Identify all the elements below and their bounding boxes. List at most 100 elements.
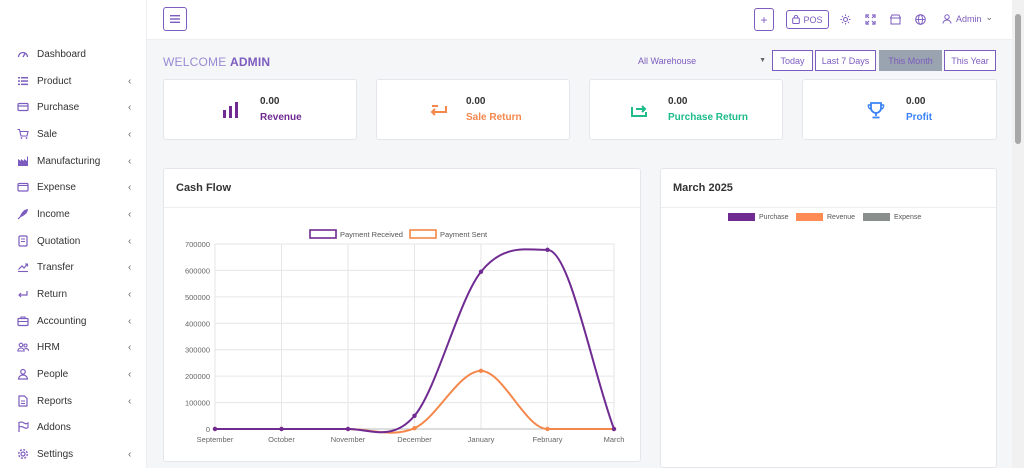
cash-flow-card: Cash Flow 0 100000 200000 300000 400000 50000… <box>163 168 641 462</box>
monthly-summary-card: March 2025 Purchase Revenue Expense <box>660 168 997 468</box>
welcome-prefix: WELCOME <box>163 55 227 69</box>
pos-button[interactable]: POS <box>786 10 829 29</box>
chevron-left-icon: ‹ <box>128 75 132 87</box>
card-icon <box>17 101 29 113</box>
sidebar-item-expense[interactable]: Expense ‹ <box>0 174 147 200</box>
sidebar-item-product[interactable]: Product ‹ <box>0 68 147 94</box>
pos-label: POS <box>803 14 823 25</box>
x-tick-label: March <box>604 435 625 444</box>
stat-label: Purchase Return <box>668 112 749 123</box>
menu-toggle-button[interactable] <box>163 7 187 31</box>
sidebar-item-sale[interactable]: Sale ‹ <box>0 121 147 147</box>
sidebar-item-label: Transfer <box>37 261 74 273</box>
user-icon <box>942 14 952 24</box>
range-button-this-month[interactable]: This Month <box>879 50 942 71</box>
chevron-left-icon: ‹ <box>128 101 132 113</box>
stat-label: Sale Return <box>466 112 522 123</box>
card-divider <box>164 207 640 208</box>
range-button-last-7-days[interactable]: Last 7 Days <box>815 50 876 71</box>
sidebar-item-label: Settings <box>37 448 74 460</box>
y-tick-label: 400000 <box>185 319 210 328</box>
sidebar-item-purchase[interactable]: Purchase ‹ <box>0 94 147 120</box>
chevron-left-icon: ‹ <box>128 208 132 220</box>
data-point-payment-received <box>279 426 284 432</box>
data-point-payment-sent <box>412 426 417 431</box>
shop-icon[interactable] <box>890 14 901 25</box>
x-tick-label: February <box>532 435 562 444</box>
chevron-left-icon: ‹ <box>128 235 132 247</box>
language-globe-icon[interactable] <box>915 14 926 25</box>
chevron-left-icon: ‹ <box>128 181 132 193</box>
y-tick-label: 300000 <box>185 346 210 355</box>
chevron-left-icon: ‹ <box>128 395 132 407</box>
legend-swatch <box>309 229 337 239</box>
card-divider <box>661 207 996 208</box>
sidebar-item-hrm[interactable]: HRM ‹ <box>0 334 147 360</box>
sidebar-item-quotation[interactable]: Quotation ‹ <box>0 228 147 254</box>
data-point-payment-received <box>545 247 550 253</box>
sidebar-item-label: Quotation <box>37 235 81 247</box>
stat-value: 0.00 <box>466 96 486 107</box>
chevron-left-icon: ‹ <box>128 341 132 353</box>
sidebar-item-label: Return <box>37 288 68 300</box>
fullscreen-icon[interactable] <box>865 14 876 25</box>
chevron-left-icon: ‹ <box>128 315 132 327</box>
warehouse-value: All Warehouse <box>638 56 697 66</box>
stat-card-purchase-return: 0.00 Purchase Return <box>589 79 783 140</box>
y-tick-label: 0 <box>206 425 210 434</box>
page-scrollbar[interactable] <box>1012 0 1024 468</box>
stat-card-sale-return: 0.00 Sale Return <box>376 79 570 140</box>
welcome-name: ADMIN <box>229 55 271 69</box>
warehouse-select[interactable]: All Warehouse ▼ <box>638 56 766 66</box>
welcome-heading: WELCOME ADMIN <box>163 55 270 69</box>
legend-swatch <box>728 213 755 221</box>
report-icon <box>17 395 29 407</box>
sidebar-item-label: Addons <box>37 421 71 433</box>
legend-item-payment-sent[interactable]: Payment Sent <box>409 229 488 239</box>
list-icon <box>17 75 29 87</box>
y-tick-label: 200000 <box>185 372 210 381</box>
sidebar-item-label: Purchase <box>37 101 80 113</box>
data-point-payment-sent <box>478 368 484 374</box>
legend-item-payment-received[interactable]: Payment Received <box>309 229 403 239</box>
sidebar-item-accounting[interactable]: Accounting ‹ <box>0 308 147 334</box>
range-button-this-year[interactable]: This Year <box>944 50 996 71</box>
legend-item-purchase[interactable]: Purchase <box>728 213 789 221</box>
range-button-today[interactable]: Today <box>772 50 813 71</box>
legend-label: Payment Received <box>340 230 403 239</box>
chevron-left-icon: ‹ <box>128 288 132 300</box>
theme-toggle-icon[interactable] <box>840 14 851 25</box>
legend-item-expense[interactable]: Expense <box>863 213 921 221</box>
x-tick-label: November <box>331 435 366 444</box>
sidebar-item-income[interactable]: Income ‹ <box>0 201 147 227</box>
flag-icon <box>17 421 29 433</box>
sidebar-item-dashboard[interactable]: Dashboard <box>0 41 147 67</box>
sidebar-item-manufacturing[interactable]: Manufacturing ‹ <box>0 148 147 174</box>
data-point-payment-received <box>611 426 617 432</box>
user-menu[interactable]: Admin ⌄ <box>942 12 993 24</box>
chevron-left-icon: ‹ <box>128 155 132 167</box>
sidebar-item-label: HRM <box>37 341 60 353</box>
legend-label: Revenue <box>827 213 856 221</box>
legend-item-revenue[interactable]: Revenue <box>796 213 855 221</box>
factory-icon <box>17 155 29 167</box>
sidebar-item-settings[interactable]: Settings ‹ <box>0 441 147 467</box>
sidebar-item-transfer[interactable]: Transfer ‹ <box>0 254 147 280</box>
sidebar-item-label: Reports <box>37 395 73 407</box>
legend-swatch <box>796 213 823 221</box>
forward-arrow-icon <box>630 101 648 119</box>
sidebar-item-label: Accounting <box>37 315 87 327</box>
sidebar-item-addons[interactable]: Addons <box>0 414 147 440</box>
sidebar-item-reports[interactable]: Reports ‹ <box>0 388 147 414</box>
scrollbar-thumb[interactable] <box>1015 14 1021 144</box>
sidebar-item-return[interactable]: Return ‹ <box>0 281 147 307</box>
data-point-payment-sent <box>545 426 550 432</box>
legend-label: Payment Sent <box>440 230 488 239</box>
sidebar: Dashboard Product ‹ Purchase ‹ Sale ‹ Manufactu… <box>0 0 147 468</box>
sidebar-item-people[interactable]: People ‹ <box>0 361 147 387</box>
x-tick-label: December <box>397 435 432 444</box>
y-tick-label: 500000 <box>185 293 210 302</box>
x-tick-label: October <box>268 435 295 444</box>
add-new-button[interactable]: + <box>754 8 774 31</box>
legend-label: Purchase <box>759 213 789 221</box>
